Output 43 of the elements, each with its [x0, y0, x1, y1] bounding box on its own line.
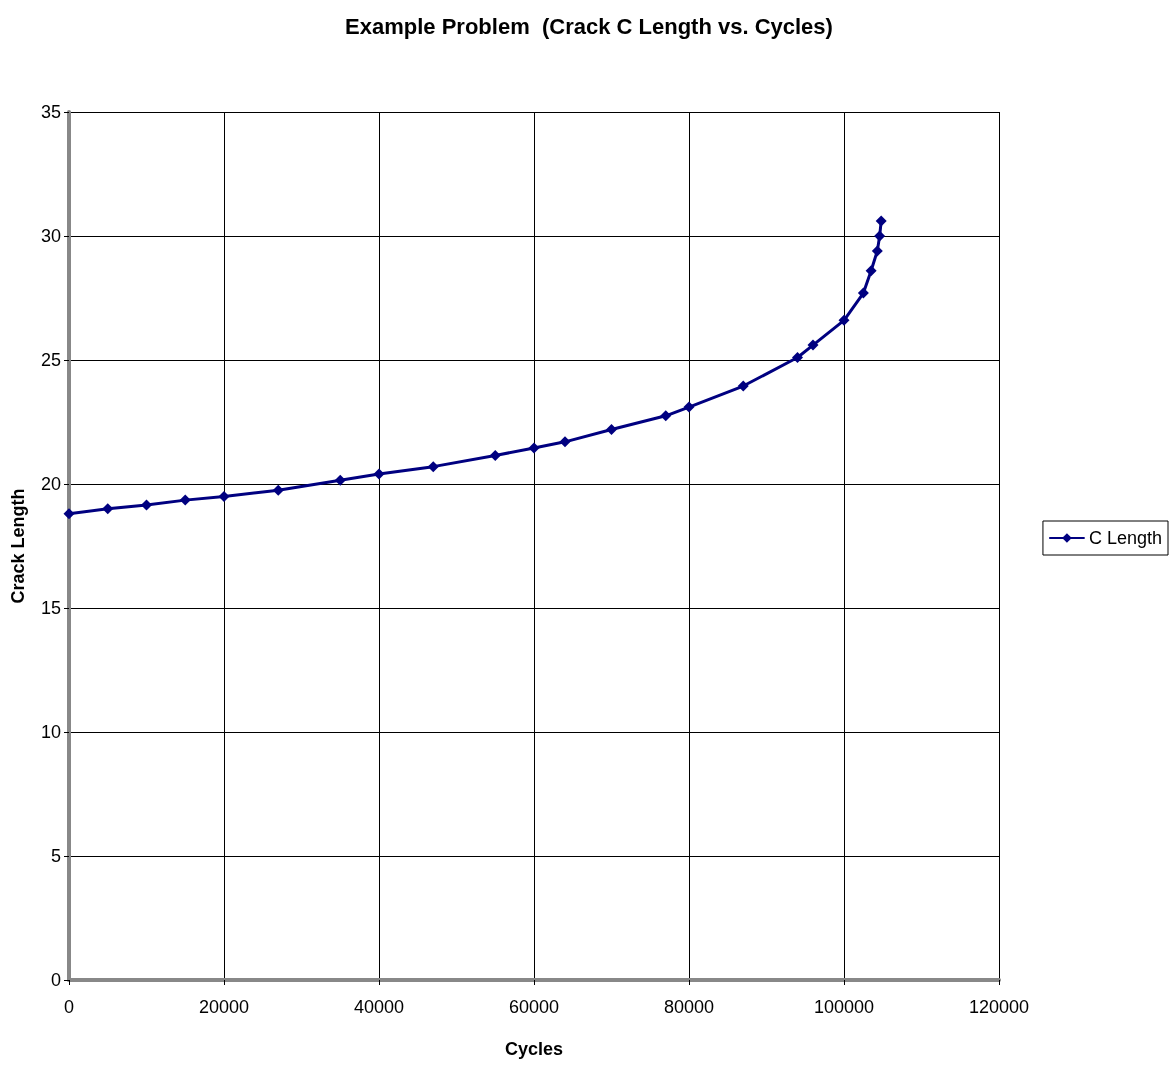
y-tick-label: 10 — [40, 722, 61, 742]
point — [559, 436, 571, 448]
legend-label: C Length — [1088, 528, 1163, 548]
x-tick-label: 80000 — [663, 997, 715, 1017]
point — [606, 423, 617, 435]
y-tick-label: 35 — [40, 102, 61, 122]
point — [857, 287, 869, 299]
y-tick-label: 25 — [40, 350, 61, 370]
x-axis-title: Cycles — [504, 1039, 564, 1059]
point — [660, 410, 672, 422]
y-tick-label: 5 — [50, 846, 61, 866]
y-axis-title: Crack Length — [8, 488, 28, 604]
point — [272, 484, 284, 496]
point — [489, 449, 501, 461]
x-tick-label: 120000 — [968, 997, 1030, 1017]
point — [102, 503, 114, 515]
point — [683, 401, 695, 413]
point — [63, 508, 75, 520]
point — [807, 339, 819, 351]
x-tick-label: 0 — [63, 997, 75, 1017]
x-tick-label: 40000 — [353, 997, 405, 1017]
y-tick-label: 0 — [50, 970, 61, 990]
point — [875, 215, 887, 227]
point — [737, 380, 749, 392]
y-tick-label: 30 — [40, 226, 61, 246]
point — [334, 474, 346, 486]
point — [865, 265, 877, 277]
chart-title: Example Problem (Crack C Length vs. Cycles) — [345, 13, 833, 39]
x-tick-label: 100000 — [813, 997, 875, 1017]
point — [141, 499, 152, 511]
y-tick-label: 15 — [40, 598, 61, 618]
point — [874, 230, 886, 242]
x-tick-label: 60000 — [508, 997, 560, 1017]
point — [373, 468, 385, 480]
y-tick-label: 20 — [40, 474, 61, 494]
point — [427, 461, 439, 473]
point — [871, 245, 883, 257]
point — [792, 352, 803, 364]
point — [838, 314, 850, 326]
x-tick-label: 20000 — [198, 997, 250, 1017]
point — [218, 490, 230, 502]
point — [528, 442, 540, 454]
point — [179, 494, 191, 506]
